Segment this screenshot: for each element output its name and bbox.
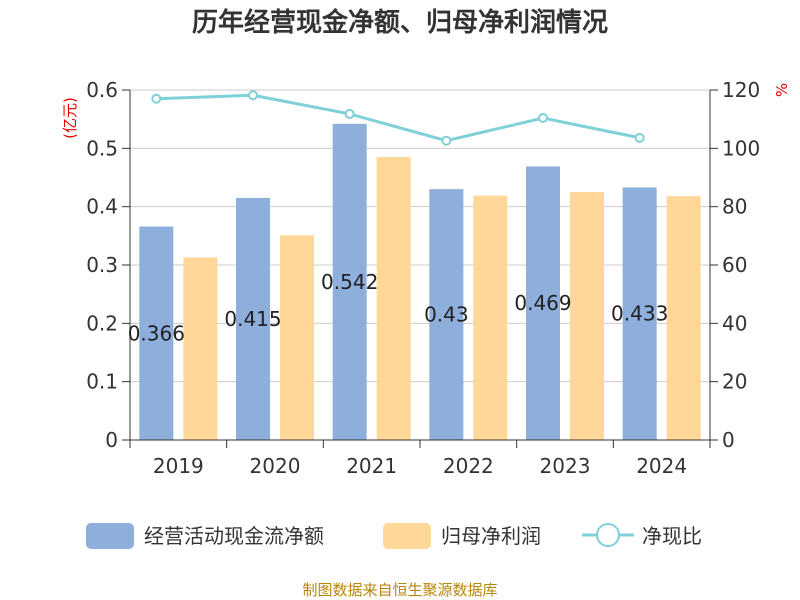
legend-label-net-profit: 归母净利润 xyxy=(441,524,541,548)
chart-title: 历年经营现金净额、归母净利润情况 xyxy=(192,7,608,38)
bar-cash-flow xyxy=(236,197,270,440)
bar-net-profit xyxy=(183,257,218,440)
x-tick-label: 2021 xyxy=(346,454,397,478)
bar-value-labels: 0.366 0.415 0.542 0.43 0.469 0.433 xyxy=(128,270,669,345)
bar-cash-flow xyxy=(429,189,464,440)
x-tick-label: 2023 xyxy=(540,454,591,478)
gridlines xyxy=(130,89,710,383)
left-tick-label: 0.2 xyxy=(86,311,118,335)
bar-value-label: 0.542 xyxy=(321,270,378,294)
legend-label-ratio: 净现比 xyxy=(642,524,702,548)
ratio-point xyxy=(538,113,548,123)
bar-net-profit xyxy=(570,192,604,440)
bar-net-profit xyxy=(666,196,701,440)
ratio-line-layer xyxy=(151,90,645,146)
bar-net-profit xyxy=(376,157,411,441)
bar-value-label: 0.415 xyxy=(224,307,281,331)
bar-cash-flow xyxy=(332,123,367,440)
bar-net-profit xyxy=(280,235,314,440)
ratio-line xyxy=(156,93,640,143)
x-tick-label: 2019 xyxy=(153,454,204,478)
left-tick-label: 0.4 xyxy=(86,195,118,219)
bar-net-profit xyxy=(473,195,508,440)
legend[interactable]: 经营活动现金流净额 归母净利润 净现比 xyxy=(86,523,702,549)
right-axis-unit: % xyxy=(773,83,791,97)
legend-label-cash-flow: 经营活动现金流净额 xyxy=(144,524,324,548)
bars xyxy=(139,123,701,441)
axes: 0 0.1 0.2 0.3 0.4 0.5 0.6 0 20 40 60 80 100 120 2019 20… xyxy=(86,78,760,478)
left-tick-label: 0.5 xyxy=(86,136,118,160)
left-tick-label: 0 xyxy=(105,428,118,452)
x-tick-label: 2020 xyxy=(250,454,301,478)
legend-swatch-cash-flow xyxy=(86,523,134,549)
source-footer: 制图数据来自恒生聚源数据库 xyxy=(302,581,497,599)
left-axis-unit: (亿元) xyxy=(61,97,79,139)
right-tick-label: 20 xyxy=(722,370,747,394)
right-tick-label: 120 xyxy=(722,78,760,102)
left-tick-label: 0.1 xyxy=(86,370,118,394)
bar-cash-flow xyxy=(139,226,174,440)
bar-value-label: 0.366 xyxy=(128,321,185,345)
x-tick-label: 2024 xyxy=(636,454,687,478)
left-tick-label: 0.6 xyxy=(86,78,118,102)
right-tick-label: 100 xyxy=(722,136,760,160)
ratio-point xyxy=(248,90,258,101)
right-tick-label: 0 xyxy=(722,428,735,452)
bar-cash-flow xyxy=(622,187,657,440)
right-tick-label: 40 xyxy=(722,311,747,335)
bar-cash-flow xyxy=(526,166,560,440)
x-tick-label: 2022 xyxy=(443,454,494,478)
ratio-point xyxy=(634,132,645,143)
legend-swatch-net-profit xyxy=(383,523,431,549)
ratio-point xyxy=(344,108,355,119)
legend-marker-ratio xyxy=(596,523,620,547)
right-tick-label: 60 xyxy=(722,253,747,277)
ratio-point xyxy=(441,135,452,146)
left-tick-label: 0.3 xyxy=(86,253,118,277)
bar-value-label: 0.433 xyxy=(611,302,668,326)
ratio-point xyxy=(151,93,162,104)
bar-value-label: 0.469 xyxy=(514,291,571,315)
bar-value-label: 0.43 xyxy=(424,303,469,327)
right-tick-label: 80 xyxy=(722,195,747,219)
